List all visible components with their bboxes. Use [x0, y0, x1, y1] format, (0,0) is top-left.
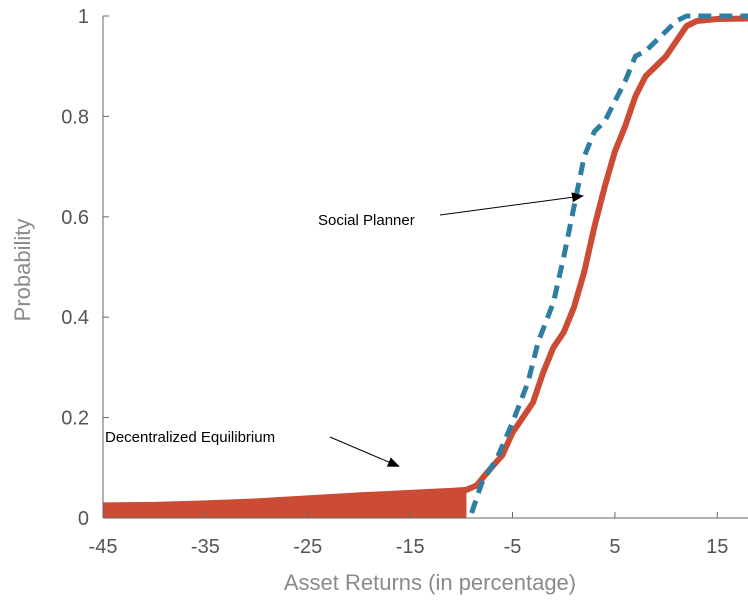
decentralized-equilibrium-line [102, 15, 748, 509]
x-tick-label: 5 [609, 536, 620, 558]
y-tick-label: 0 [78, 508, 89, 530]
y-tick-label: 0.4 [61, 307, 89, 329]
y-tick-label: 0.2 [61, 408, 89, 430]
x-axis-title: Asset Returns (in percentage) [284, 570, 576, 595]
y-tick-label: 0.6 [61, 207, 89, 229]
x-tick-label: -25 [293, 536, 322, 558]
x-tick-label: -45 [89, 536, 118, 558]
annotation-decentralized-equilibrium: Decentralized Equilibrium [105, 429, 275, 446]
y-tick-label: 0.8 [61, 106, 89, 128]
annotation-arrow-decentralized [329, 436, 400, 467]
annotation-social-planner: Social Planner [318, 212, 415, 229]
y-tick-label: 1 [78, 6, 89, 28]
x-tick-label: -35 [191, 536, 220, 558]
x-tick-label: 15 [706, 536, 728, 558]
y-axis-title: Probability [10, 219, 35, 322]
x-tick-label: -5 [504, 536, 522, 558]
social-planner-line [469, 13, 748, 514]
x-tick-label: -15 [396, 536, 425, 558]
annotation-arrow-social-planner [439, 192, 584, 216]
